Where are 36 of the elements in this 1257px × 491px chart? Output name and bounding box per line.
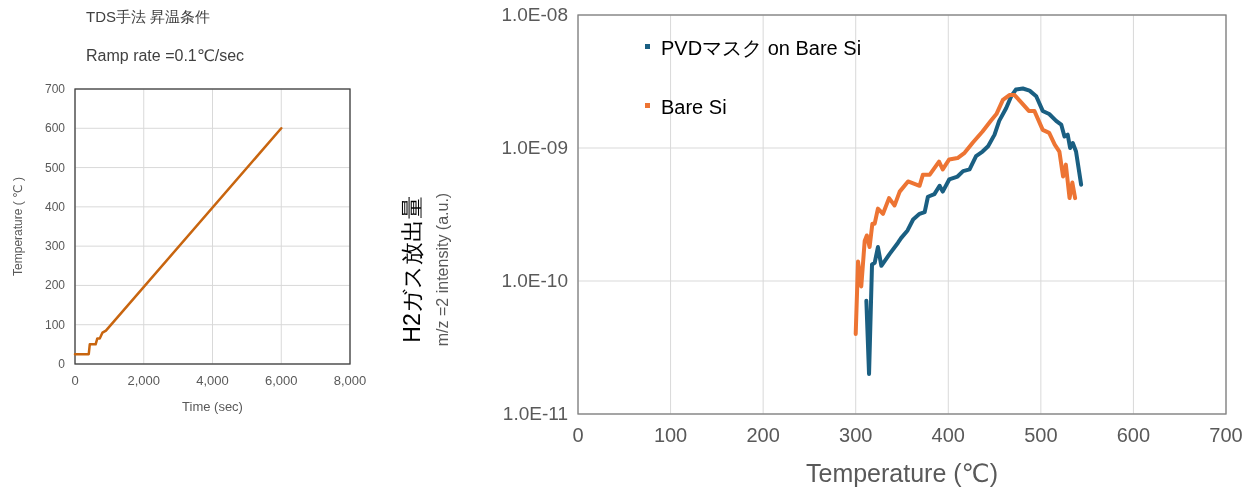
y-axis-title: Temperature ( ℃ )	[11, 177, 25, 276]
x-tick-label: 200	[746, 424, 780, 446]
chart-title: TDS手法 昇温条件	[86, 8, 211, 25]
y-tick-label: 300	[44, 239, 66, 254]
y-tick-label: 700	[44, 81, 66, 96]
x-tick-label: 400	[931, 424, 965, 446]
y-tick-label: 1.0E-09	[501, 137, 568, 159]
x-tick-label: 4,000	[196, 373, 229, 388]
x-tick-label: 700	[1209, 424, 1243, 446]
y-axis-title: H2ガス放出量 m/z =2 intensity (a.u.)	[399, 192, 451, 347]
x-axis-title: Temperature (℃)	[805, 459, 999, 487]
y-tick-label: 400	[44, 199, 66, 214]
x-tick-label: 2,000	[127, 373, 161, 388]
x-tick-label: 8,000	[333, 373, 367, 388]
y-tick-label: 1.0E-11	[502, 403, 568, 425]
line-series	[73, 127, 283, 356]
line-series	[864, 86, 1084, 376]
y-tick-label: 1.0E-10	[501, 270, 568, 292]
y-tick-label: 1.0E-08	[501, 4, 568, 26]
x-tick-label: 100	[653, 424, 688, 446]
x-tick-label: 300	[839, 424, 873, 446]
x-tick-label: 0	[71, 373, 79, 388]
y-tick-label: 100	[44, 317, 66, 332]
x-tick-label: 600	[1116, 424, 1151, 446]
x-tick-label: 500	[1024, 424, 1058, 446]
x-tick-label: 6,000	[264, 373, 298, 388]
x-tick-label: 0	[572, 424, 584, 446]
line-series	[853, 93, 1078, 336]
legend-label: Bare Si	[661, 96, 727, 118]
y-tick-label: 200	[44, 278, 66, 293]
chart-subtitle: Ramp rate =0.1℃/sec	[86, 47, 245, 64]
y-tick-label: 600	[44, 121, 66, 136]
x-axis-title: Time (sec)	[182, 399, 243, 414]
legend-label: PVDマスク on Bare Si	[661, 37, 862, 59]
y-tick-label: 500	[44, 160, 66, 175]
y-tick-label: 0	[58, 356, 66, 371]
